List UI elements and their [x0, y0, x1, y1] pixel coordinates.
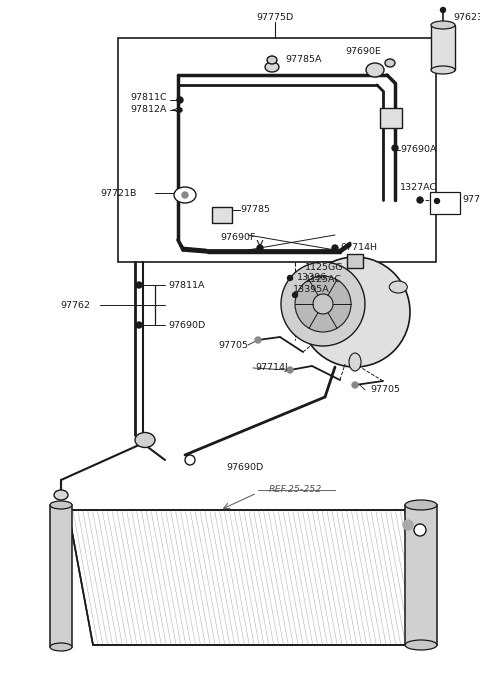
Bar [118, 38, 436, 262]
Text: 97811C: 97811C [130, 94, 167, 102]
Circle shape [417, 197, 423, 203]
Circle shape [185, 455, 195, 465]
Circle shape [403, 520, 413, 530]
Text: 97690D: 97690D [227, 464, 264, 472]
Text: 97690A: 97690A [400, 146, 436, 154]
Bar [405, 505, 437, 645]
Ellipse shape [50, 643, 72, 651]
Ellipse shape [431, 66, 455, 74]
Bar [347, 254, 363, 268]
Text: 97775D: 97775D [256, 13, 294, 22]
Text: 1327AC: 1327AC [400, 183, 437, 193]
Circle shape [287, 367, 293, 373]
Circle shape [300, 257, 410, 367]
Circle shape [182, 192, 188, 198]
Circle shape [332, 245, 338, 251]
Circle shape [295, 276, 351, 332]
Ellipse shape [366, 63, 384, 77]
Bar [212, 207, 232, 223]
Text: 97690D: 97690D [168, 321, 205, 330]
Ellipse shape [405, 500, 437, 510]
Circle shape [281, 262, 365, 346]
Text: 97762: 97762 [60, 301, 90, 309]
Circle shape [434, 199, 440, 204]
Ellipse shape [385, 59, 395, 67]
Text: 97623: 97623 [453, 13, 480, 22]
Text: 97714H: 97714H [340, 243, 377, 253]
Text: 97788A: 97788A [462, 195, 480, 204]
Text: 97714J: 97714J [255, 363, 288, 373]
Circle shape [136, 322, 142, 328]
Bar [50, 505, 72, 647]
Text: 97812A: 97812A [130, 106, 167, 115]
Text: 97785A: 97785A [285, 55, 322, 65]
Text: 97785: 97785 [240, 206, 270, 214]
Polygon shape [68, 510, 430, 645]
Text: 97690F: 97690F [220, 233, 255, 243]
Ellipse shape [50, 501, 72, 509]
Circle shape [257, 245, 263, 251]
Ellipse shape [174, 187, 196, 203]
Text: 97811A: 97811A [168, 280, 204, 290]
Ellipse shape [135, 433, 155, 448]
Bar [380, 108, 402, 128]
Ellipse shape [54, 490, 68, 500]
Ellipse shape [405, 640, 437, 650]
Text: 97690E: 97690E [345, 47, 381, 57]
Circle shape [136, 282, 142, 288]
Circle shape [441, 7, 445, 13]
Circle shape [288, 276, 292, 280]
Circle shape [392, 145, 398, 151]
Ellipse shape [349, 353, 361, 371]
Text: 1125GG: 1125GG [305, 264, 344, 272]
Text: 1125AC: 1125AC [305, 276, 342, 284]
Text: 97721B: 97721B [100, 189, 136, 197]
Text: REF.25-252: REF.25-252 [268, 485, 322, 495]
Circle shape [255, 337, 261, 343]
Ellipse shape [265, 62, 279, 72]
Text: 13396: 13396 [297, 274, 327, 282]
Circle shape [292, 293, 298, 297]
Circle shape [414, 524, 426, 536]
Circle shape [313, 294, 333, 314]
Text: 97705: 97705 [370, 386, 400, 394]
Ellipse shape [389, 281, 408, 293]
Bar [430, 192, 460, 214]
Circle shape [177, 97, 183, 103]
Circle shape [352, 382, 358, 388]
Ellipse shape [267, 56, 277, 64]
Bar [431, 25, 455, 70]
Ellipse shape [431, 21, 455, 29]
Ellipse shape [303, 281, 321, 293]
Text: 13395A: 13395A [293, 286, 330, 295]
Text: 97705: 97705 [218, 340, 248, 350]
Circle shape [178, 108, 182, 112]
